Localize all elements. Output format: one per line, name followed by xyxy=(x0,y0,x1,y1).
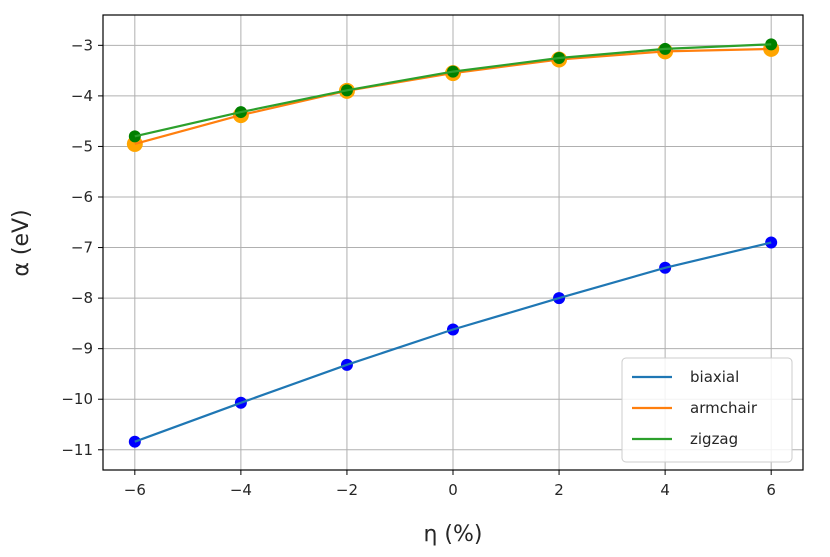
legend-label-zigzag: zigzag xyxy=(690,430,738,448)
plot-area xyxy=(126,38,780,448)
x-tick-label: −4 xyxy=(230,481,252,499)
ticks: −6 −4 −2 0 2 4 6 −3 −4 −5 −6 −7 −8 −9 −10 −11 xyxy=(61,36,776,499)
y-tick-label: −11 xyxy=(61,441,93,459)
legend: biaxial armchair zigzag xyxy=(621,357,793,463)
x-tick-label: −6 xyxy=(124,481,146,499)
y-axis-label: α (eV) xyxy=(9,209,34,276)
line-biaxial xyxy=(134,241,772,443)
grid xyxy=(103,15,803,470)
y-tick-label: −6 xyxy=(71,188,93,206)
x-tick-label: 4 xyxy=(660,481,670,499)
y-tick-label: −3 xyxy=(71,36,93,54)
x-axis-label: η (%) xyxy=(423,522,482,547)
y-tick-label: −4 xyxy=(71,87,93,105)
line-zigzag xyxy=(134,43,772,138)
legend-label-armchair: armchair xyxy=(690,399,758,417)
series-biaxial xyxy=(128,236,778,448)
y-tick-label: −8 xyxy=(71,289,93,307)
y-tick-label: −9 xyxy=(71,340,93,358)
y-tick-label: −7 xyxy=(71,239,93,257)
x-tick-label: −2 xyxy=(336,481,358,499)
series-zigzag xyxy=(128,38,778,143)
y-tick-label: −10 xyxy=(61,390,93,408)
y-tick-label: −5 xyxy=(71,137,93,155)
x-tick-label: 6 xyxy=(766,481,776,499)
legend-box xyxy=(621,357,793,463)
x-tick-label: 0 xyxy=(448,481,458,499)
x-tick-label: 2 xyxy=(554,481,564,499)
legend-label-biaxial: biaxial xyxy=(690,368,739,386)
